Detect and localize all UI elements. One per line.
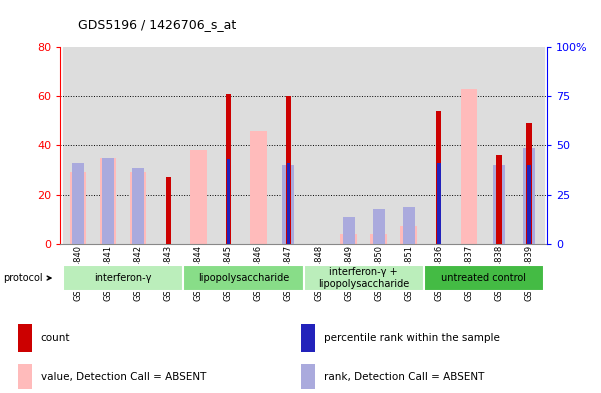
Text: interferon-γ: interferon-γ [94, 273, 152, 283]
Bar [132, 167, 144, 244]
Bar [460, 89, 477, 244]
Bar [496, 155, 501, 244]
Bar [424, 47, 454, 244]
Text: count: count [41, 333, 70, 343]
Bar [287, 163, 290, 244]
Bar [153, 47, 183, 244]
Bar [190, 150, 207, 244]
Bar [300, 364, 315, 391]
Bar [394, 47, 424, 244]
Bar [403, 207, 415, 244]
Text: protocol: protocol [3, 273, 51, 283]
Bar [226, 94, 231, 244]
Bar [213, 47, 243, 244]
Bar [63, 47, 93, 244]
Bar [123, 47, 153, 244]
Bar [72, 163, 84, 244]
Bar [227, 159, 230, 244]
Text: value, Detection Call = ABSENT: value, Detection Call = ABSENT [41, 372, 206, 382]
Bar [523, 148, 535, 244]
Text: interferon-γ +
lipopolysaccharide: interferon-γ + lipopolysaccharide [318, 267, 409, 289]
Bar [436, 111, 441, 244]
Bar [514, 47, 544, 244]
Bar [282, 165, 294, 244]
Bar [18, 324, 32, 352]
Bar [130, 173, 147, 244]
Bar [527, 165, 531, 244]
Bar [493, 165, 505, 244]
Bar [370, 234, 387, 244]
Bar [484, 47, 514, 244]
Bar [424, 265, 544, 291]
Bar [400, 226, 417, 244]
Bar [273, 47, 304, 244]
Text: rank, Detection Call = ABSENT: rank, Detection Call = ABSENT [323, 372, 484, 382]
Bar [63, 265, 183, 291]
Bar [243, 47, 273, 244]
Bar [286, 96, 291, 244]
Bar [343, 217, 355, 244]
Bar [304, 265, 424, 291]
Bar [340, 234, 357, 244]
Bar [373, 209, 385, 244]
Text: lipopolysaccharide: lipopolysaccharide [198, 273, 289, 283]
Text: untreated control: untreated control [441, 273, 526, 283]
Bar [102, 158, 114, 244]
Bar [334, 47, 364, 244]
Bar [364, 47, 394, 244]
Bar [437, 163, 441, 244]
Text: percentile rank within the sample: percentile rank within the sample [323, 333, 499, 343]
Bar [304, 47, 334, 244]
Bar [93, 47, 123, 244]
Bar [18, 364, 32, 391]
Bar [300, 324, 315, 352]
Bar [454, 47, 484, 244]
Bar [250, 130, 267, 244]
Bar [183, 47, 213, 244]
Bar [183, 265, 304, 291]
Bar [70, 173, 87, 244]
Bar [165, 177, 171, 244]
Bar [526, 123, 531, 244]
Text: GDS5196 / 1426706_s_at: GDS5196 / 1426706_s_at [78, 18, 236, 31]
Bar [100, 158, 117, 244]
